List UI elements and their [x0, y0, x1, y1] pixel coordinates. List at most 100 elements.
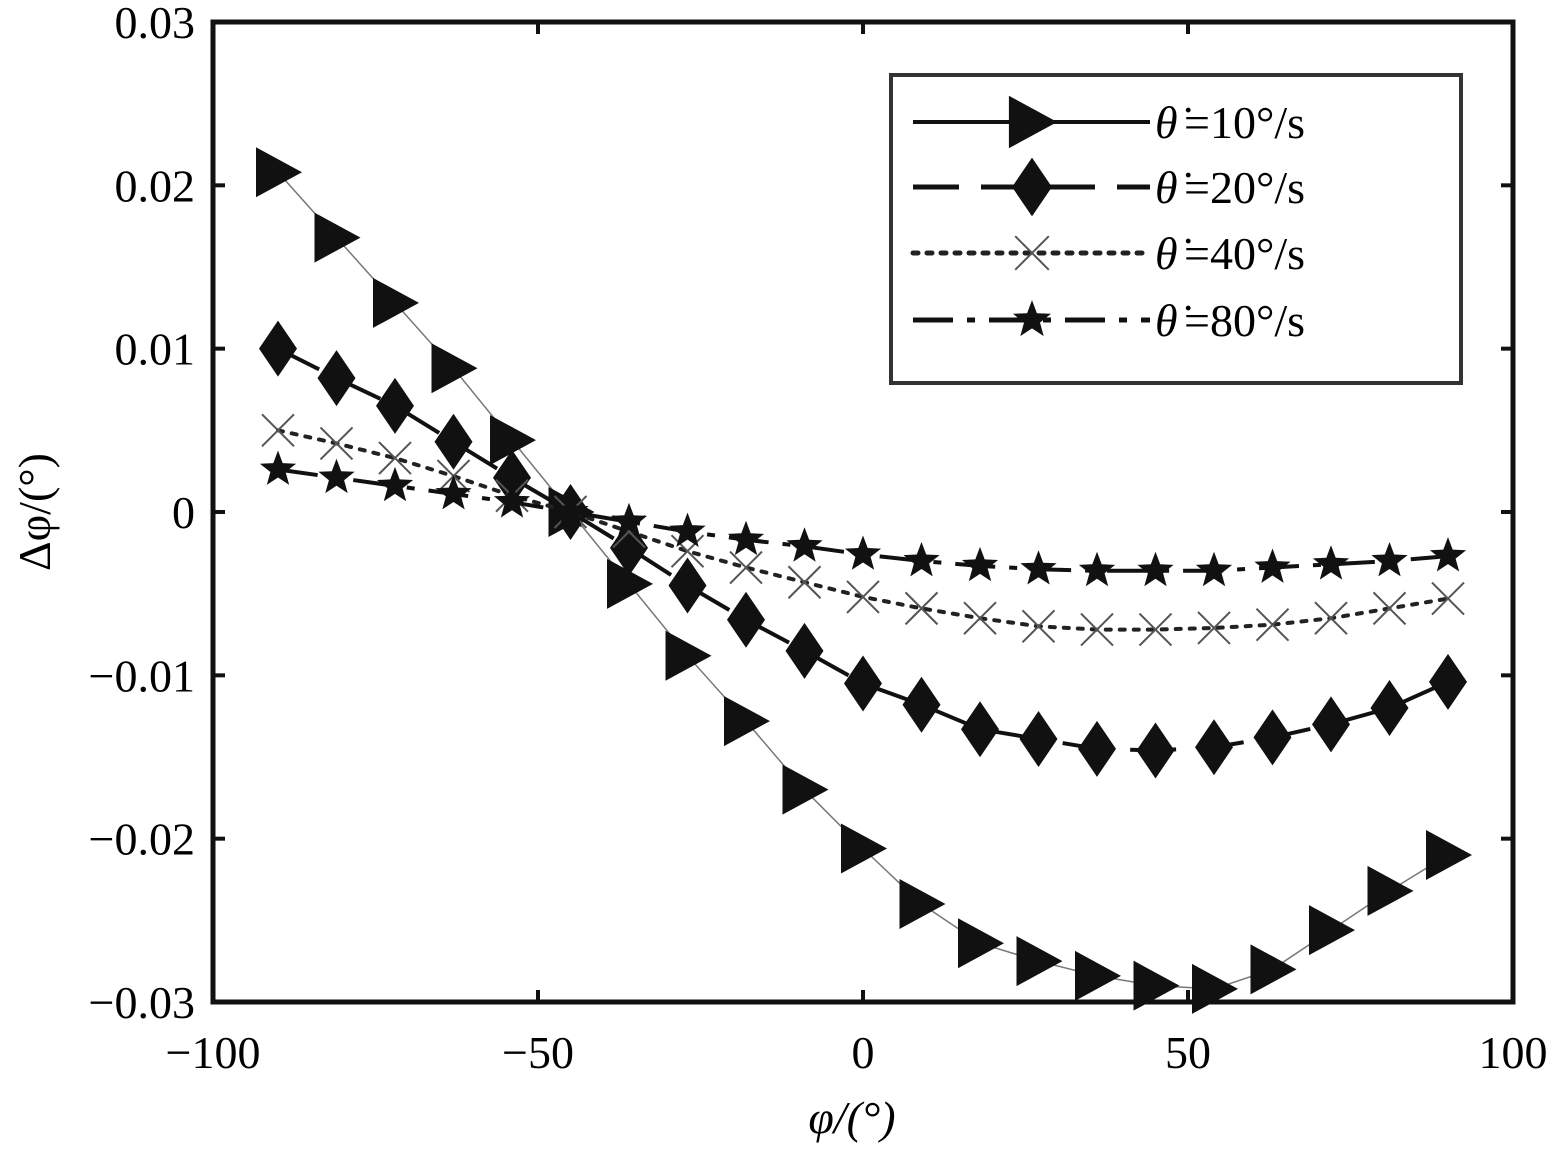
series-2-point-14: [1080, 612, 1114, 647]
series-2-point-11: [904, 591, 939, 626]
series-1-point-8: [727, 591, 765, 648]
series-2-point-7: [670, 534, 705, 568]
series-3-point-2: [376, 466, 414, 502]
series-1-point-4: [493, 449, 531, 506]
x-tick-label-1: −50: [502, 1027, 574, 1078]
series-1-point-14: [1078, 720, 1116, 777]
series-1-point-17: [1253, 709, 1292, 766]
x-tick-label-3: 50: [1165, 1027, 1211, 1078]
series-2-point-20: [1431, 581, 1465, 616]
series-2-point-9-stroke-b: [787, 565, 822, 599]
series-0-point-17: [1250, 944, 1297, 995]
series-3-point-7: [669, 512, 706, 547]
x-tick-label-2: 0: [852, 1027, 875, 1078]
series-2-point-12: [963, 601, 997, 635]
series-1-point-19: [1370, 680, 1409, 736]
series-0-point-1: [314, 212, 361, 263]
legend-value-2: =40°/s: [1184, 228, 1305, 279]
y-axis-label: Δφ/(°): [9, 453, 60, 571]
series-3-point-5: [552, 493, 589, 528]
series-0-point-3: [431, 343, 478, 394]
series-3-point-19: [1371, 542, 1408, 577]
series-0-point-20: [1426, 830, 1472, 880]
series-0-point-10: [841, 823, 887, 874]
legend-entry-3: θ̇ =80°/s: [913, 295, 1305, 346]
series-0-point-12: [958, 918, 1004, 969]
series-1-point-16: [1195, 719, 1233, 776]
series-1-point-15: [1136, 722, 1175, 779]
series-3-point-8: [727, 520, 765, 556]
legend-marker-2-stroke-b: [1014, 235, 1050, 271]
series-1-point-1: [317, 350, 356, 407]
series-1-point-13: [1019, 711, 1058, 768]
series-2-point-2-stroke-b: [378, 441, 412, 475]
series-3-point-14: [1078, 551, 1116, 587]
series-1-point-9: [785, 622, 824, 679]
series-2-point-11-stroke-b: [904, 591, 939, 626]
series-2-point-16: [1197, 611, 1231, 645]
series-2-point-2: [378, 441, 412, 475]
series-1-point-10: [844, 655, 882, 712]
series-2-point-13-stroke-b: [1021, 609, 1056, 644]
series-2-point-0-stroke-b: [261, 413, 295, 448]
series-1-point-3: [434, 413, 473, 470]
series-2-point-19-stroke-b: [1372, 591, 1407, 626]
series-3-point-0: [259, 450, 297, 485]
series-2-point-18-stroke-b: [1314, 601, 1348, 635]
series-3-point-9: [786, 527, 823, 562]
series-0-point-6: [607, 558, 653, 609]
series-1-point-20: [1429, 653, 1467, 710]
series-1-point-7: [668, 557, 707, 614]
x-axis-label: φ/(°): [808, 1092, 895, 1143]
legend-box: [889, 73, 1463, 385]
series-2-point-14-stroke-b: [1080, 612, 1114, 647]
series-2-point-16-stroke-b: [1197, 611, 1231, 645]
y-tick-label-6: −0.03: [89, 977, 195, 1028]
series-layer: [256, 147, 1472, 1014]
legend-entry-0: θ̇ =10°/s: [913, 95, 1305, 149]
series-3-point-1: [318, 458, 355, 494]
legend-entry-2: θ̇ =40°/s: [910, 228, 1305, 279]
y-tick-label-0: 0.03: [115, 0, 196, 48]
series-2-point-15: [1138, 612, 1173, 647]
series-0-point-7: [665, 630, 712, 681]
series-0-point-9: [782, 764, 829, 815]
series-1-point-2: [376, 377, 414, 434]
series-0-point-4: [490, 415, 536, 466]
series-0-point-11: [899, 879, 946, 929]
series-3-point-16: [1195, 551, 1233, 587]
series-0-point-0: [256, 147, 302, 198]
legend-marker-1: [1012, 157, 1052, 217]
series-2-point-20-stroke-b: [1431, 581, 1465, 616]
series-0-point-16: [1192, 963, 1238, 1014]
y-tick-label-1: 0.02: [115, 160, 196, 211]
series-2-point-1-stroke-b: [319, 426, 354, 461]
series-2-point-10-stroke-b: [846, 580, 880, 614]
series-2-point-0: [261, 413, 295, 448]
y-tick-label-3: 0: [172, 487, 195, 538]
series-0-point-8: [724, 696, 770, 747]
series-3-point-11: [903, 542, 940, 577]
legend: θ̇ =10°/s θ̇ =20°/s θ̇ =40°/s θ̇ =80°/s: [889, 73, 1463, 385]
series-2-point-12-stroke-b: [963, 601, 997, 635]
legend-marker-2: [1014, 235, 1050, 271]
series-3-point-20: [1429, 537, 1467, 572]
axes-layer: −100 −50 0 50 100 0.03 0.02 0.01 0 −0.01 −0.02 −0.0…: [89, 0, 1548, 1078]
series-2-point-18: [1314, 601, 1348, 635]
x-tick-label-4: 100: [1479, 1027, 1548, 1078]
y-tick-label-2: 0.01: [115, 324, 196, 375]
series-2-point-8: [729, 550, 763, 585]
legend-marker-0: [1008, 95, 1058, 149]
series-3-point-10: [844, 535, 882, 570]
series-2-point-19: [1372, 591, 1407, 626]
series-1-line: [277, 346, 1449, 753]
series-2-point-13: [1021, 609, 1056, 644]
series-0-point-2: [373, 277, 419, 328]
series-0-point-13: [1016, 936, 1063, 987]
series-0-point-19: [1367, 865, 1414, 916]
series-3-point-6: [610, 502, 648, 538]
series-2-point-8-stroke-b: [729, 550, 763, 585]
series-1-point-18: [1312, 696, 1350, 753]
series-3-point-15: [1137, 551, 1174, 587]
